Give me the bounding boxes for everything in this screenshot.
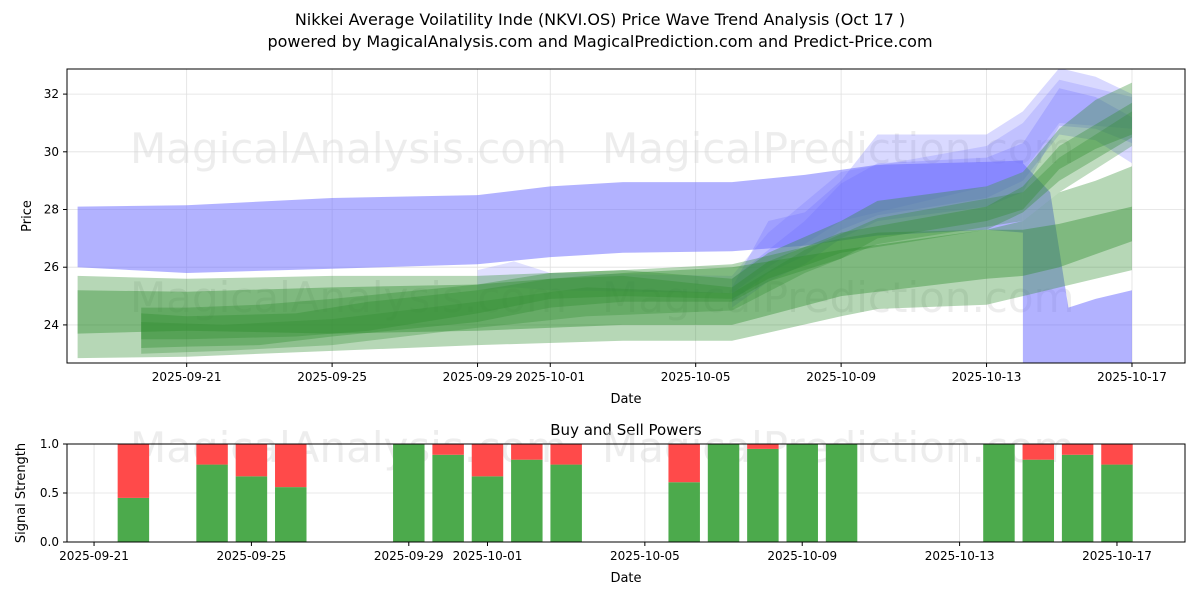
sell-bar (471, 444, 504, 477)
signal-x-tick-label: 2025-10-05 (610, 549, 680, 563)
signal-x-tick-label: 2025-10-13 (925, 549, 995, 563)
price-watermarks: MagicalAnalysis.com MagicalPrediction.co… (130, 124, 1075, 322)
sell-bar (196, 444, 228, 465)
sell-bar (1022, 444, 1055, 460)
price-x-tick-label: 2025-10-17 (1097, 370, 1167, 384)
buy-bar (393, 444, 425, 542)
price-band-green-wave-core-3 (141, 111, 1132, 354)
price-bands (77, 69, 1133, 363)
signal-chart-title: Buy and Sell Powers (550, 421, 702, 439)
buy-bar (786, 444, 818, 542)
price-x-tick-label: 2025-10-13 (952, 370, 1022, 384)
sell-bar (1061, 444, 1094, 455)
watermark-magicalanalysis-top: MagicalAnalysis.com (130, 124, 567, 173)
buy-bar (707, 444, 740, 542)
price-x-ticks: 2025-09-21 2025-09-25 2025-09-29 2025-10-01… (152, 363, 1167, 384)
buy-bar (1101, 464, 1133, 542)
buy-bar (235, 476, 268, 542)
price-band-blue-wave-rise-3 (477, 79, 1132, 294)
signal-y-tick-label: 0.0 (40, 535, 59, 549)
signal-y-tick-label: 1.0 (40, 437, 59, 451)
price-y-ticks: 24 26 28 30 32 (44, 87, 67, 332)
price-y-label: Price (20, 200, 35, 232)
price-x-label: Date (610, 392, 641, 407)
signal-y-ticks: 0.0 0.5 1.0 (40, 437, 67, 549)
buy-bar (825, 444, 858, 542)
sell-bar (275, 444, 307, 488)
price-x-tick-label: 2025-09-21 (152, 370, 222, 384)
sell-bar (432, 444, 464, 455)
sell-bar (1101, 444, 1133, 465)
price-x-tick-label: 2025-10-05 (661, 370, 731, 384)
signal-x-label: Date (610, 571, 641, 586)
signal-watermarks: MagicalAnalysis.com MagicalPrediction.co… (130, 423, 1075, 472)
signal-x-tick-label: 2025-09-21 (59, 549, 129, 563)
price-y-tick-label: 24 (44, 318, 59, 332)
signal-x-tick-label: 2025-10-09 (767, 549, 837, 563)
price-y-tick-label: 32 (44, 87, 59, 101)
price-y-tick-label: 26 (44, 260, 59, 274)
signal-x-tick-label: 2025-09-25 (217, 549, 287, 563)
price-y-tick-label: 28 (44, 203, 59, 217)
buy-bar (275, 487, 307, 542)
watermark-magicalanalysis-mid: MagicalAnalysis.com (130, 273, 567, 322)
price-band-green-band-outer (77, 166, 1133, 359)
price-band-blue-wave-rise-2 (732, 88, 1132, 302)
sell-bar (668, 444, 700, 483)
buy-bar (668, 482, 700, 542)
signal-x-ticks: 2025-09-21 2025-09-25 2025-09-29 2025-10-01… (59, 542, 1152, 563)
signal-y-tick-label: 0.5 (40, 486, 59, 500)
sell-bar (117, 444, 150, 498)
signal-y-label: Signal Strength (14, 443, 29, 543)
buy-bar (117, 497, 150, 542)
price-band-green-wave-core-1 (141, 82, 1132, 348)
price-axes-frame (66, 68, 1186, 364)
buy-bar (1061, 454, 1094, 542)
sell-bar (747, 444, 779, 449)
buy-bar (550, 464, 582, 542)
buy-bar (471, 476, 504, 542)
watermark-magicalprediction-mid: MagicalPrediction.com (602, 273, 1075, 322)
price-band-blue-band-main (77, 160, 1023, 273)
buy-bar (983, 444, 1015, 542)
signal-x-tick-label: 2025-09-29 (374, 549, 444, 563)
chart-subtitle: powered by MagicalAnalysis.com and Magic… (267, 32, 933, 51)
signal-x-tick-label: 2025-10-17 (1082, 549, 1152, 563)
price-band-green-wave-core-2 (141, 102, 1132, 340)
chart-title: Nikkei Average Voilatility Inde (NKVI.OS… (294, 10, 906, 29)
buy-bar (511, 459, 543, 542)
sell-bar (235, 444, 268, 477)
price-x-tick-label: 2025-10-09 (806, 370, 876, 384)
buy-bar (747, 448, 779, 542)
signal-bars (117, 444, 1133, 542)
price-band-green-band-mid (77, 206, 1133, 334)
signal-x-tick-label: 2025-10-01 (453, 549, 523, 563)
price-y-tick-label: 30 (44, 145, 59, 159)
price-x-tick-label: 2025-09-25 (297, 370, 367, 384)
sell-bar (511, 444, 543, 460)
buy-bar (1022, 459, 1055, 542)
price-band-blue-wave-rise-1 (732, 69, 1132, 308)
price-x-tick-label: 2025-10-01 (515, 370, 585, 384)
buy-bar (432, 454, 464, 542)
buy-bar (196, 464, 228, 542)
price-band-blue-band-drop (1022, 163, 1132, 363)
price-x-tick-label: 2025-09-29 (443, 370, 513, 384)
sell-bar (550, 444, 582, 465)
